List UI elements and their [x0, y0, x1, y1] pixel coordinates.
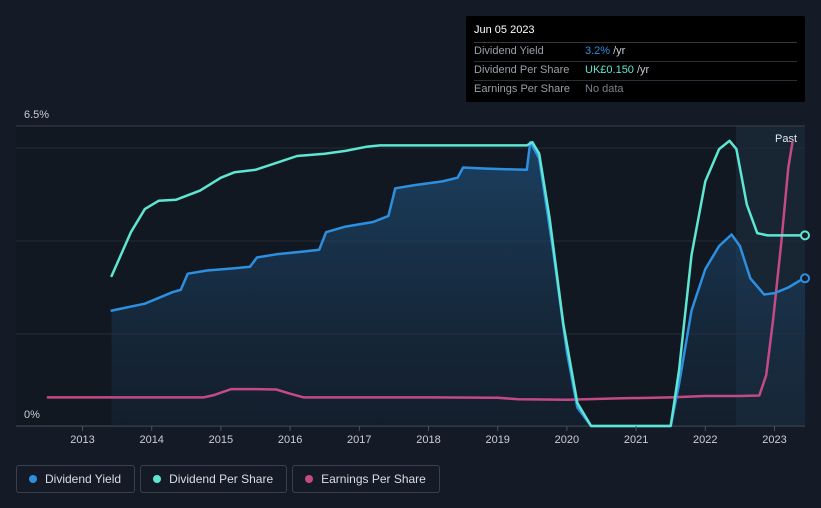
y-axis-top-label: 6.5%: [24, 109, 49, 121]
tooltip-row-dividend-yield: Dividend Yield 3.2% /yr: [474, 43, 797, 62]
dividend-yield-line: [110, 140, 805, 428]
dividend-per-share-line: [110, 139, 805, 428]
tooltip-unit: /yr: [613, 45, 626, 57]
legend-label: Earnings Per Share: [321, 472, 426, 486]
legend-dividend-yield[interactable]: Dividend Yield: [16, 465, 136, 493]
tooltip-value: No data: [585, 83, 624, 95]
x-tick-label: 2022: [693, 434, 717, 446]
tooltip-date: Jun 05 2023: [474, 22, 797, 43]
legend-dot-icon: [153, 475, 162, 483]
tooltip-label: Dividend Per Share: [474, 64, 570, 76]
tooltip-label: Earnings Per Share: [474, 83, 570, 95]
x-tick-label: 2018: [416, 434, 440, 446]
tooltip-value: 3.2%: [585, 45, 611, 57]
x-tick-label: 2020: [555, 434, 579, 446]
x-tick-label: 2015: [209, 434, 233, 446]
earnings-per-share-line: [46, 140, 794, 401]
legend-label: Dividend Per Share: [169, 472, 274, 486]
x-tick-label: 2013: [70, 434, 94, 446]
legend-earnings-per-share[interactable]: Earnings Per Share: [292, 465, 440, 493]
tooltip-unit: /yr: [636, 64, 650, 76]
dividend-per-share-marker: [800, 230, 810, 241]
legend-dot-icon: [29, 475, 37, 483]
x-tick-label: 2014: [139, 434, 163, 446]
tooltip-value: UK£0.150: [585, 64, 634, 76]
tooltip-row-dividend-per-share: Dividend Per Share UK£0.150 /yr: [474, 62, 797, 81]
chart-legend: Dividend Yield Dividend Per Share Earnin…: [16, 465, 440, 493]
dividend-yield-marker: [800, 273, 810, 284]
x-tick-label: 2021: [624, 434, 648, 446]
x-tick-label: 2016: [278, 434, 302, 446]
x-tick-label: 2019: [485, 434, 509, 446]
x-tick-label: 2017: [347, 434, 371, 446]
y-axis-bottom-label: 0%: [24, 409, 40, 421]
dividend-yield-area: [111, 142, 806, 426]
tooltip-panel: Jun 05 2023 Dividend Yield 3.2% /yr Divi…: [466, 16, 805, 102]
tooltip-label: Dividend Yield: [474, 45, 544, 57]
legend-dividend-per-share[interactable]: Dividend Per Share: [140, 465, 288, 493]
tooltip-row-earnings-per-share: Earnings Per Share No data: [474, 81, 797, 99]
past-label: Past: [775, 133, 797, 145]
dividend-chart: 6.5% 0% Past 2013 2014 2015 2016 2017 2018 201…: [16, 109, 810, 446]
legend-dot-icon: [305, 475, 314, 483]
x-tick-label: 2023: [762, 434, 786, 446]
legend-label: Dividend Yield: [45, 472, 122, 486]
